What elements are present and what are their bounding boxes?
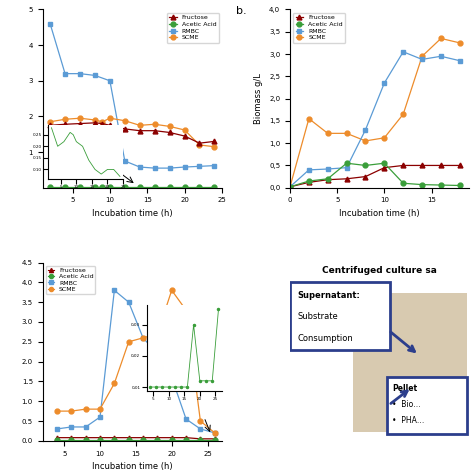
Y-axis label: Biomass g/L: Biomass g/L [255,73,264,124]
Text: Centrifuged culture sa: Centrifuged culture sa [322,266,437,275]
Text: •  Bio…: • Bio… [392,400,421,409]
FancyArrowPatch shape [391,391,407,403]
Legend: Fructose, Acetic Acid, RMBC, SCME: Fructose, Acetic Acid, RMBC, SCME [167,13,219,43]
Text: •  PHA…: • PHA… [392,416,425,425]
Text: Consumption: Consumption [297,334,353,343]
Legend: Fructose, Acetic Acid, RMBC, SCME: Fructose, Acetic Acid, RMBC, SCME [46,266,95,294]
Text: Substrate: Substrate [297,312,338,321]
X-axis label: Incubation time (h): Incubation time (h) [92,209,173,218]
Legend: Fructose, Acetic Acid, RMBC, SCME: Fructose, Acetic Acid, RMBC, SCME [293,13,345,43]
FancyBboxPatch shape [290,282,391,350]
Text: Supernatant:: Supernatant: [297,291,360,300]
X-axis label: Incubation time (h): Incubation time (h) [92,462,173,471]
X-axis label: Incubation time (h): Incubation time (h) [339,209,420,218]
Text: b.: b. [236,6,247,16]
FancyBboxPatch shape [387,377,467,434]
Text: Pellet: Pellet [392,384,417,393]
Bar [353,293,467,432]
FancyArrowPatch shape [391,332,415,352]
